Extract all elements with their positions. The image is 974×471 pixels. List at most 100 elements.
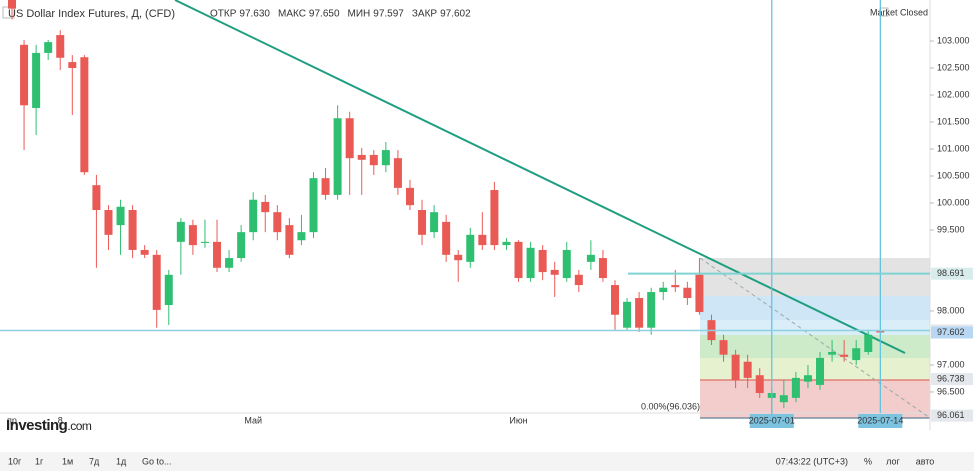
x-tick-label: пр (7, 415, 17, 425)
candle-body (321, 178, 330, 195)
level-box (931, 267, 973, 280)
candle-body (20, 44, 29, 106)
candle-body (80, 57, 89, 173)
candle-body (864, 334, 873, 352)
x-tick-label: 2025-07-01 (749, 415, 795, 425)
toolbar-bg (0, 452, 974, 471)
status: Market Closed (870, 7, 928, 17)
candle-body (200, 241, 209, 243)
y-tick-label: 101.500 (937, 116, 970, 126)
stat-label: ОТКР (210, 9, 237, 20)
candle-body (261, 201, 270, 213)
candle-body (719, 340, 728, 355)
fib-zone (700, 380, 930, 418)
range-button[interactable]: 1д (116, 456, 127, 466)
x-tick-label: Май (244, 415, 262, 425)
candle-body (562, 249, 571, 279)
level-box (931, 409, 973, 422)
candle-body (381, 150, 390, 166)
x-tick-label: 2025-07-14 (857, 415, 903, 425)
fib-label: 0.00%(96.036) (641, 401, 700, 411)
level-box (931, 326, 973, 339)
fib-zone (700, 335, 930, 358)
candle-body (164, 274, 173, 306)
candle-body (731, 354, 740, 381)
candle-body (188, 225, 197, 246)
y-tick-label: 97.000 (937, 359, 965, 369)
fib-zone (700, 296, 930, 320)
candle-body (152, 254, 161, 310)
brand-suffix: .com (67, 419, 92, 433)
stat-value: 97.630 (239, 9, 270, 20)
level-label: 97.602 (937, 327, 965, 337)
candle-body (683, 287, 692, 299)
level-label: 96.738 (937, 373, 965, 383)
candle-body (635, 298, 644, 328)
candle-body (393, 158, 402, 188)
candle-body (502, 241, 511, 246)
candle-body (285, 225, 294, 255)
candle-body (56, 35, 65, 58)
y-tick-label: 98.000 (937, 305, 965, 315)
candle-body (803, 375, 812, 382)
range-button[interactable]: 1г (35, 456, 44, 466)
range-button[interactable]: 10г (8, 456, 22, 466)
title: US Dollar Index Futures, Д, (CFD) (8, 8, 175, 20)
y-tick-label: 102.500 (937, 62, 970, 72)
brand: Investing (6, 417, 68, 434)
candle-body (659, 287, 668, 293)
candle-body (574, 274, 583, 286)
fib-zone (700, 258, 930, 296)
candle-body (695, 274, 704, 313)
candle-body (225, 258, 234, 268)
y-tick-label: 100.000 (937, 197, 970, 207)
candle-body (743, 361, 752, 378)
candle-body (176, 221, 185, 242)
candle-body (623, 301, 632, 328)
candle-body (647, 292, 656, 328)
candle-body (333, 118, 342, 195)
candle-body (442, 221, 451, 255)
candle-body (128, 210, 137, 250)
y-tick-label: 102.000 (937, 89, 970, 99)
candle-body (852, 348, 861, 361)
goto-button[interactable]: Go to... (142, 456, 172, 466)
candle-body (611, 285, 619, 315)
candle-body (237, 232, 246, 259)
candle-body (309, 178, 318, 233)
candle-body (213, 241, 222, 268)
x-tick-label: Июн (509, 415, 527, 425)
candle-body (92, 185, 101, 211)
range-button[interactable]: 1м (62, 456, 73, 466)
marker-box (858, 414, 903, 428)
watermark: Investing.com (6, 417, 92, 434)
candle-body (104, 210, 113, 235)
y-tick-label: 100.500 (937, 170, 970, 180)
y-tick-label: 103.000 (937, 35, 970, 45)
stat-label: ЗАКР (412, 9, 438, 20)
y-tick-label: 101.000 (937, 143, 970, 153)
candle-body (791, 377, 800, 398)
fib-zone (700, 358, 930, 380)
candle-body (345, 118, 354, 159)
candle-body (526, 247, 535, 279)
stat-value: 97.602 (440, 9, 471, 20)
candle-body (816, 357, 825, 385)
stat-value: 97.597 (373, 9, 404, 20)
option-button[interactable]: % (864, 456, 872, 466)
candle-body (430, 212, 439, 233)
level-label: 98.691 (937, 268, 965, 278)
range-button[interactable]: 7д (89, 456, 100, 466)
option-button[interactable]: лог (886, 456, 900, 466)
marker-box (749, 414, 794, 428)
option-button[interactable]: авто (916, 456, 935, 466)
candle-body (405, 187, 414, 206)
candle-body (779, 395, 788, 403)
candle-body (586, 254, 595, 262)
y-tick-label: 96.500 (937, 386, 965, 396)
candle-body (369, 154, 378, 166)
candle-body (249, 199, 258, 233)
candle-body (418, 210, 427, 235)
